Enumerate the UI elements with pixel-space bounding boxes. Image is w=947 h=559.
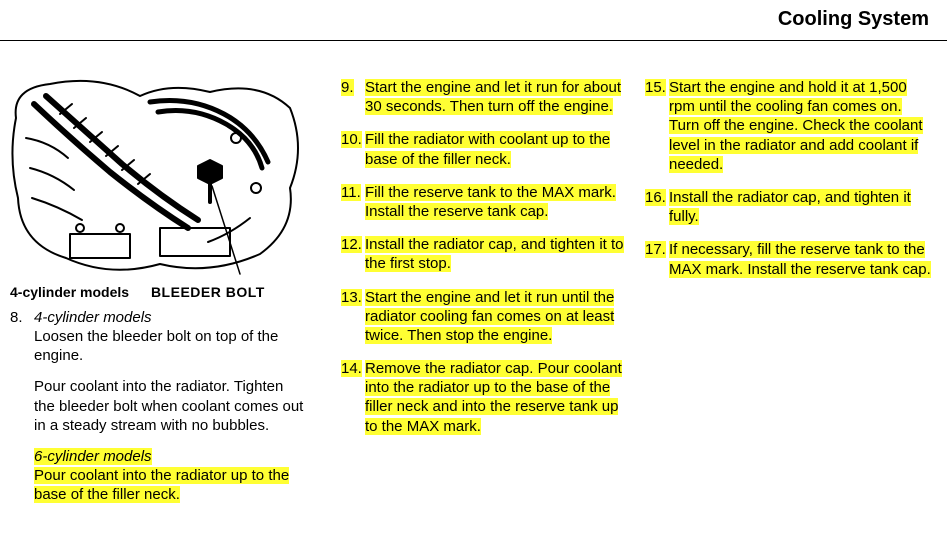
column-3: 15. Start the engine and hold it at 1,50… <box>645 78 935 293</box>
step-10-text: Fill the radiator with coolant up to the… <box>365 131 610 167</box>
step-12-number: 12. <box>341 236 362 253</box>
step-16-text: Install the radiator cap, and tighten it… <box>669 189 911 225</box>
step-10-number: 10. <box>341 131 362 148</box>
step-16-number: 16. <box>645 189 666 206</box>
step-8-subtitle-6cyl: 6-cylinder models <box>34 448 152 465</box>
step-15-number: 15. <box>645 79 666 96</box>
step-14-number: 14. <box>341 360 362 377</box>
step-12: 12. Install the radiator cap, and tighte… <box>341 235 631 273</box>
diagram-labels: 4-cylinder models BLEEDER BOLT <box>10 284 308 302</box>
step-16: 16. Install the radiator cap, and tighte… <box>645 188 935 226</box>
step-13-number: 13. <box>341 289 362 306</box>
step-14-text: Remove the radiator cap. Pour coolant in… <box>365 360 622 435</box>
step-8-p2: Pour coolant into the radiator. Tighten … <box>34 377 308 435</box>
step-12-text: Install the radiator cap, and tighten it… <box>365 236 624 272</box>
page-title: Cooling System <box>778 8 929 31</box>
step-8-subtitle-4cyl: 4-cylinder models <box>34 309 152 326</box>
diagram-label-4cyl: 4-cylinder models <box>10 284 129 300</box>
column-1: 4-cylinder models BLEEDER BOLT 8. 4-cyli… <box>10 78 308 519</box>
step-15-text: Start the engine and hold it at 1,500 rp… <box>669 79 923 173</box>
step-9-text: Start the engine and let it run for abou… <box>365 79 621 115</box>
step-11-text: Fill the reserve tank to the MAX mark. I… <box>365 184 616 220</box>
step-17-text: If necessary, fill the reserve tank to t… <box>669 241 931 277</box>
step-8-6cyl-text: Pour coolant into the radiator up to the… <box>34 467 289 503</box>
step-11-number: 11. <box>341 184 361 201</box>
header-rule <box>0 40 947 41</box>
step-17-number: 17. <box>645 241 666 258</box>
bleeder-bolt-diagram <box>10 78 300 278</box>
step-9: 9. Start the engine and let it run for a… <box>341 78 631 116</box>
step-8-number: 8. <box>10 308 34 505</box>
column-2: 9. Start the engine and let it run for a… <box>341 78 631 450</box>
step-13: 13. Start the engine and let it run unti… <box>341 288 631 346</box>
step-14: 14. Remove the radiator cap. Pour coolan… <box>341 359 631 436</box>
step-8-p1: Loosen the bleeder bolt on top of the en… <box>34 327 308 365</box>
step-11: 11. Fill the reserve tank to the MAX mar… <box>341 183 631 221</box>
step-17: 17. If necessary, fill the reserve tank … <box>645 240 935 278</box>
step-15: 15. Start the engine and hold it at 1,50… <box>645 78 935 174</box>
step-8: 8. 4-cylinder models Loosen the bleeder … <box>10 308 308 505</box>
diagram-label-bleeder: BLEEDER BOLT <box>151 284 265 300</box>
step-9-number: 9. <box>341 79 354 96</box>
step-10: 10. Fill the radiator with coolant up to… <box>341 130 631 168</box>
step-13-text: Start the engine and let it run until th… <box>365 289 614 344</box>
